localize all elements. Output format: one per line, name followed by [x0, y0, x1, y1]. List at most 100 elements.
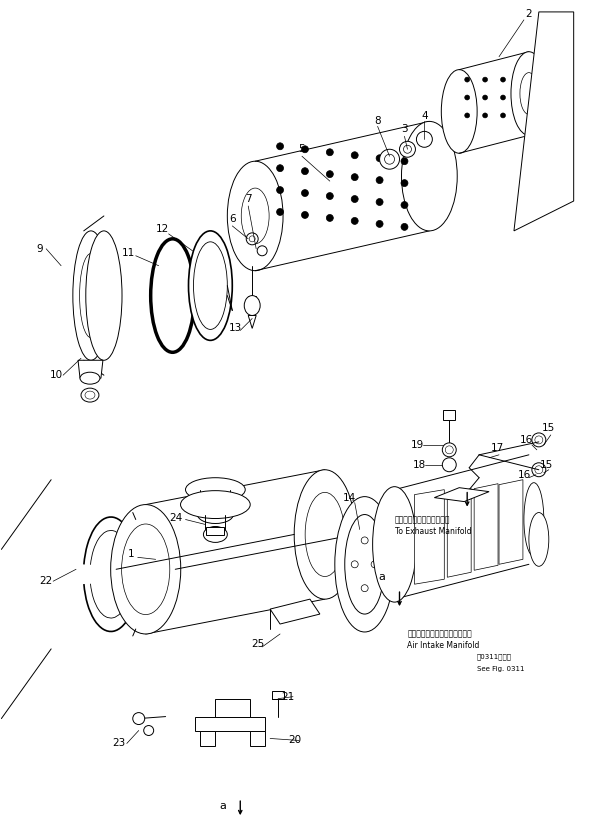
Circle shape [326, 214, 333, 222]
Polygon shape [200, 731, 216, 746]
Circle shape [482, 77, 488, 82]
Circle shape [326, 171, 333, 177]
Circle shape [376, 198, 383, 206]
Ellipse shape [81, 388, 99, 402]
Text: 14: 14 [343, 492, 356, 502]
Ellipse shape [197, 506, 233, 523]
Circle shape [442, 458, 456, 471]
Circle shape [371, 561, 378, 568]
Ellipse shape [305, 492, 345, 576]
Ellipse shape [227, 162, 283, 271]
Circle shape [376, 221, 383, 227]
Ellipse shape [373, 486, 416, 602]
Ellipse shape [86, 231, 122, 360]
Ellipse shape [402, 122, 457, 231]
Text: 10: 10 [49, 370, 62, 380]
Text: 24: 24 [169, 512, 182, 522]
Circle shape [302, 146, 309, 152]
Text: a: a [219, 801, 226, 811]
Ellipse shape [399, 142, 415, 157]
Ellipse shape [294, 470, 356, 599]
Ellipse shape [186, 477, 245, 501]
Circle shape [257, 246, 267, 256]
Circle shape [361, 585, 368, 591]
Text: エキゾーストマニホールヘ: エキゾーストマニホールヘ [395, 515, 450, 524]
Circle shape [501, 95, 505, 100]
Ellipse shape [151, 239, 194, 352]
Text: 22: 22 [39, 576, 53, 586]
Text: 4: 4 [421, 112, 428, 122]
Ellipse shape [379, 149, 399, 169]
Circle shape [376, 177, 383, 183]
Polygon shape [447, 489, 471, 577]
Ellipse shape [520, 72, 538, 114]
Ellipse shape [73, 231, 109, 360]
Ellipse shape [416, 132, 432, 147]
Polygon shape [514, 12, 574, 231]
Circle shape [535, 436, 543, 444]
Polygon shape [415, 490, 444, 584]
Text: 15: 15 [542, 423, 555, 433]
Bar [206, 527, 224, 536]
Bar [444, 410, 455, 420]
Circle shape [351, 196, 358, 202]
Text: 23: 23 [112, 738, 125, 749]
Ellipse shape [193, 242, 227, 329]
Ellipse shape [385, 154, 395, 164]
Text: See Fig. 0311: See Fig. 0311 [477, 666, 525, 671]
Text: Air Intake Manifold: Air Intake Manifold [408, 641, 480, 651]
Circle shape [144, 726, 154, 736]
Circle shape [401, 223, 408, 231]
Text: 5: 5 [299, 144, 305, 154]
Circle shape [361, 537, 368, 544]
Circle shape [401, 202, 408, 208]
Circle shape [302, 167, 309, 175]
Ellipse shape [85, 392, 95, 399]
Text: 12: 12 [156, 224, 169, 234]
Circle shape [376, 155, 383, 162]
Bar [272, 691, 284, 699]
Text: 1: 1 [127, 549, 134, 559]
Ellipse shape [80, 372, 100, 384]
Text: 15: 15 [540, 460, 554, 470]
Circle shape [401, 180, 408, 187]
Text: 6: 6 [229, 214, 236, 224]
Text: 7: 7 [245, 194, 252, 204]
Polygon shape [248, 316, 256, 328]
Ellipse shape [511, 52, 547, 135]
Text: 21: 21 [282, 691, 294, 701]
Circle shape [482, 95, 488, 100]
Circle shape [535, 466, 543, 474]
Polygon shape [216, 699, 250, 716]
Ellipse shape [241, 188, 269, 244]
Text: 20: 20 [289, 736, 302, 746]
Circle shape [351, 561, 358, 568]
Text: 9: 9 [36, 244, 42, 254]
Ellipse shape [181, 491, 250, 518]
Text: 11: 11 [122, 247, 135, 257]
Circle shape [501, 77, 505, 82]
Ellipse shape [121, 524, 170, 615]
Text: 2: 2 [525, 9, 532, 19]
Ellipse shape [524, 482, 544, 556]
Polygon shape [434, 487, 489, 501]
Ellipse shape [335, 496, 395, 632]
Ellipse shape [111, 505, 181, 634]
Circle shape [442, 443, 456, 456]
Circle shape [482, 113, 488, 118]
Circle shape [277, 187, 283, 193]
Circle shape [351, 152, 358, 159]
Circle shape [326, 192, 333, 200]
Text: 8: 8 [374, 117, 381, 127]
Ellipse shape [188, 231, 232, 341]
Text: To Exhaust Manifold: To Exhaust Manifold [395, 527, 471, 536]
Circle shape [133, 712, 145, 725]
Polygon shape [250, 731, 265, 746]
Text: 16: 16 [518, 470, 531, 480]
Ellipse shape [80, 253, 102, 337]
Ellipse shape [345, 515, 385, 614]
Circle shape [302, 190, 309, 197]
Circle shape [351, 173, 358, 181]
Polygon shape [78, 360, 103, 378]
Text: 13: 13 [229, 323, 242, 333]
